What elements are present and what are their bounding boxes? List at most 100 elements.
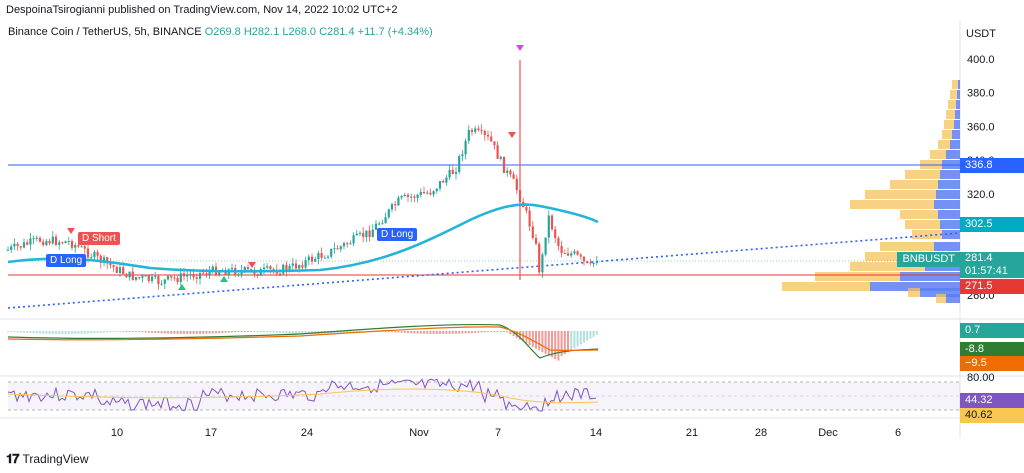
candle-body: [102, 257, 106, 263]
macd-histogram-bar: [474, 331, 477, 333]
macd-histogram-bar: [160, 331, 163, 334]
macd-histogram-bar: [295, 331, 297, 334]
volume-profile-bar: [934, 200, 960, 209]
macd-histogram-bar: [595, 331, 598, 335]
candle-body: [595, 261, 598, 263]
macd-histogram-bar: [266, 331, 269, 333]
candle-body: [237, 274, 240, 276]
candle-body: [394, 204, 397, 206]
macd-histogram-bar: [461, 331, 464, 334]
candle-body: [176, 278, 179, 282]
macd-histogram-bar: [103, 331, 105, 333]
candle-body: [70, 241, 74, 248]
top-marker-icon: [516, 45, 524, 51]
macd-histogram-bar: [109, 331, 112, 333]
candle-body: [310, 256, 314, 262]
macd-histogram-bar: [535, 331, 537, 349]
macd-histogram-bar: [19, 331, 22, 333]
lower-level-price-tag: 271.5: [960, 279, 1024, 294]
candle-body: [349, 243, 352, 245]
volume-profile-bar: [952, 80, 958, 89]
candle-body: [16, 243, 19, 247]
low-value: L268.0: [282, 26, 317, 38]
close-value: C281.4: [319, 26, 355, 38]
volume-profile-bar: [942, 130, 952, 139]
candle-body: [32, 238, 35, 240]
candle-body: [115, 266, 118, 273]
candle-body: [10, 246, 13, 250]
candle-body: [557, 238, 560, 246]
volume-profile-bar: [815, 272, 900, 281]
macd-histogram-bar: [432, 331, 435, 334]
macd-histogram-bar: [282, 331, 285, 334]
volume-profile-bar: [946, 110, 955, 119]
time-axis-label: 7: [495, 427, 501, 439]
macd-histogram-bar: [275, 331, 278, 333]
macd-histogram-bar: [349, 331, 352, 333]
symbol-name[interactable]: Binance Coin / TetherUS, 5h, BINANCE: [8, 26, 202, 38]
candle-body: [157, 276, 160, 285]
macd-histogram-bar: [224, 331, 227, 333]
rsi-ma-tag: 40.62: [960, 408, 1024, 423]
candle-body: [490, 136, 493, 142]
candle-body: [77, 245, 80, 247]
tradingview-logo: 𝟏𝟕: [6, 451, 20, 466]
candle-body: [80, 246, 83, 248]
macd-histogram-bar: [90, 331, 93, 334]
long-signal-label: D Long: [46, 254, 87, 267]
last-price-tag: 281.4 01:57:41: [960, 252, 1024, 278]
macd-histogram-bar: [259, 331, 262, 332]
volume-profile-bar: [946, 294, 960, 303]
candle-body: [163, 279, 166, 284]
candle-body: [96, 251, 99, 256]
candle-body: [419, 192, 422, 195]
macd-histogram-tag: 0.7: [960, 323, 1024, 338]
macd-histogram-bar: [243, 331, 246, 332]
macd-histogram-bar: [387, 331, 390, 332]
candle-body: [182, 273, 186, 277]
long-arrow-icon: [178, 284, 186, 290]
macd-histogram-bar: [311, 331, 313, 334]
candle-body: [19, 246, 22, 248]
volume-profile-bar: [905, 220, 940, 229]
candle-body: [410, 196, 413, 198]
macd-histogram-bar: [189, 331, 192, 334]
price-chart[interactable]: USDT400.0380.0360.0340.0320.0300.0280.02…: [0, 20, 1024, 450]
currency-label: USDT: [966, 28, 996, 40]
candle-body: [547, 215, 550, 238]
macd-histogram-bar: [144, 331, 147, 333]
volume-profile-bar: [955, 110, 960, 119]
candle-body: [67, 241, 70, 243]
macd-histogram-bar: [80, 331, 83, 334]
macd-histogram-bar: [167, 331, 169, 334]
macd-histogram-bar: [567, 331, 569, 353]
macd-histogram-bar: [477, 331, 480, 333]
macd-histogram-bar: [26, 331, 29, 333]
candle-body: [413, 196, 416, 198]
macd-histogram-bar: [531, 331, 534, 347]
volume-profile-bar: [950, 90, 957, 99]
macd-histogram-bar: [263, 331, 265, 332]
candle-body: [416, 194, 419, 198]
macd-histogram-bar: [186, 331, 189, 334]
macd-histogram-bar: [429, 331, 432, 334]
candle-body: [390, 204, 394, 210]
macd-histogram-bar: [202, 331, 205, 334]
macd-histogram-bar: [93, 331, 96, 334]
macd-histogram-bar: [96, 331, 99, 333]
time-axis-label: 17: [205, 427, 217, 439]
candle-body: [35, 237, 38, 239]
macd-histogram-bar: [179, 331, 182, 334]
trend-line: [7, 232, 961, 309]
volume-profile-bar: [934, 242, 960, 251]
macd-histogram-bar: [240, 331, 243, 332]
candle-body: [448, 169, 451, 178]
last-price-value: 281.4: [965, 252, 993, 264]
macd-histogram-bar: [192, 331, 195, 334]
macd-histogram-bar: [138, 331, 141, 332]
candle-body: [61, 242, 64, 244]
macd-histogram-bar: [541, 331, 544, 353]
macd-histogram-bar: [355, 331, 358, 333]
candle-body: [272, 269, 275, 271]
macd-histogram-bar: [176, 331, 179, 334]
